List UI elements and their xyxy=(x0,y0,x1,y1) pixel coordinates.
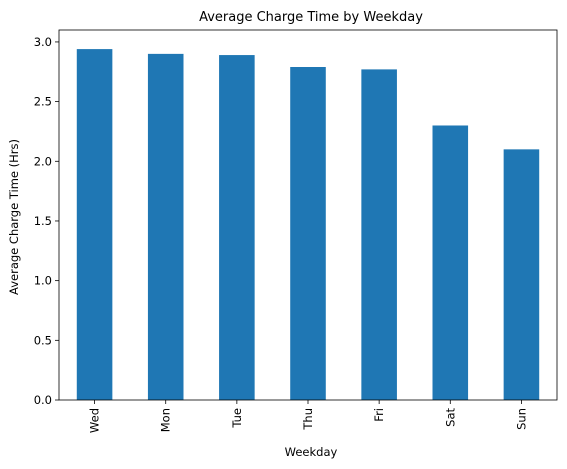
chart-title: Average Charge Time by Weekday xyxy=(199,10,423,25)
bar-wed xyxy=(76,49,113,401)
x-tick-label: Sat xyxy=(443,408,457,427)
bar-thu xyxy=(290,67,326,400)
bar-fri xyxy=(361,69,397,401)
y-axis: 0.0 0.5 1.0 1.5 2.0 2.5 3.0 xyxy=(34,35,59,407)
bar-tue xyxy=(219,55,255,401)
y-tick-label: 0.5 xyxy=(34,333,52,347)
bar-sat xyxy=(432,125,469,400)
x-tick-label: Sun xyxy=(514,408,528,430)
bar-mon xyxy=(147,53,184,400)
y-tick-label: 2.5 xyxy=(34,95,52,109)
y-tick-label: 1.0 xyxy=(34,274,52,288)
plot-frame xyxy=(58,29,558,401)
y-axis-label: Average Charge Time (Hrs) xyxy=(7,139,21,295)
y-tick-label: 0.0 xyxy=(34,393,52,407)
x-tick-label: Wed xyxy=(88,408,102,433)
x-axis-label: Weekday xyxy=(285,445,338,459)
y-tick-label: 3.0 xyxy=(34,35,52,49)
bar-sun xyxy=(503,149,540,400)
x-tick-label: Mon xyxy=(159,408,173,432)
x-axis: Wed Mon Tue Thu Fri Sat Sun xyxy=(88,400,528,433)
y-tick-label: 1.5 xyxy=(34,214,52,228)
bars-group xyxy=(76,49,540,401)
x-tick-label: Tue xyxy=(230,408,244,429)
y-tick-label: 2.0 xyxy=(34,154,52,168)
x-tick-label: Thu xyxy=(301,408,315,431)
x-tick-label: Fri xyxy=(372,408,386,422)
